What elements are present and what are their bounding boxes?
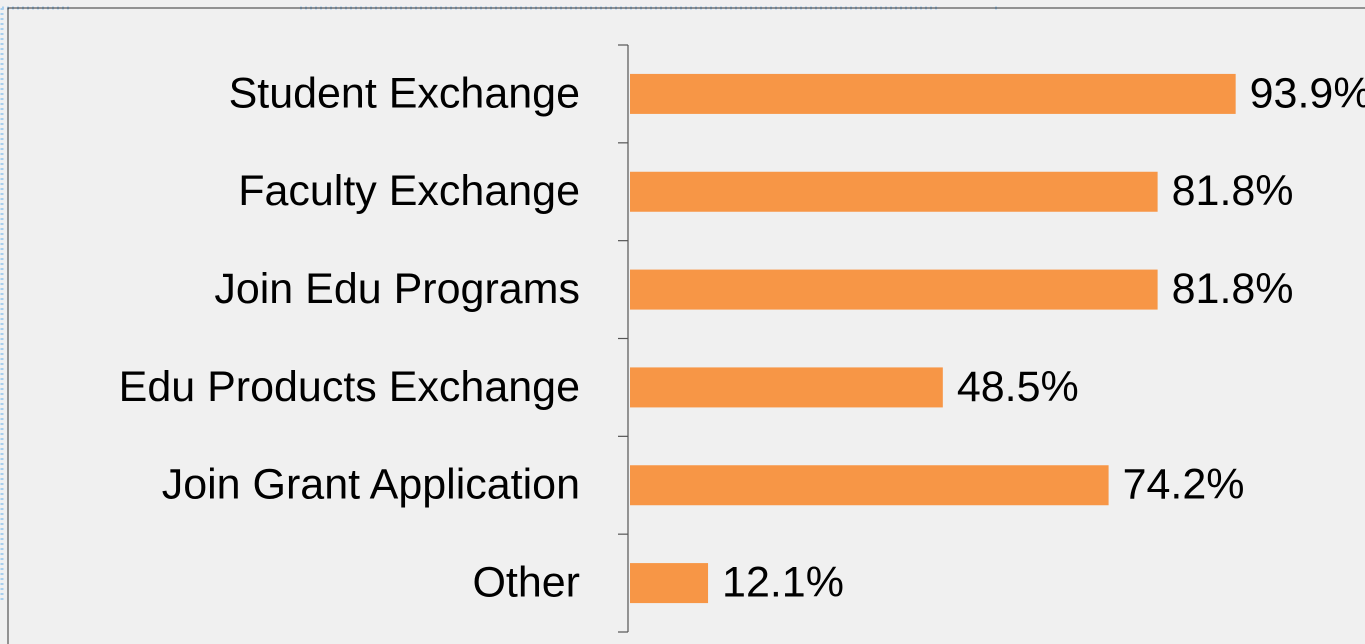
bar	[630, 269, 1158, 310]
value-label: 81.8%	[1172, 265, 1294, 313]
bar	[630, 465, 1109, 506]
value-label: 74.2%	[1123, 461, 1245, 509]
y-tick-label: Student Exchange	[229, 69, 580, 117]
frame	[7, 7, 1365, 644]
value-label: 12.1%	[722, 558, 844, 606]
y-tick-label: Other	[472, 558, 580, 606]
bar	[630, 367, 943, 408]
bar	[630, 171, 1158, 212]
value-label: 81.8%	[1172, 167, 1294, 215]
bar	[630, 73, 1236, 114]
value-label: 48.5%	[957, 363, 1079, 411]
y-tick-label: Edu Products Exchange	[119, 363, 580, 411]
y-tick-label: Join Grant Application	[162, 461, 580, 509]
y-tick-label: Faculty Exchange	[238, 167, 580, 215]
bar	[630, 563, 709, 604]
y-tick-label: Join Edu Programs	[214, 265, 580, 313]
value-label: 93.9%	[1250, 69, 1365, 117]
